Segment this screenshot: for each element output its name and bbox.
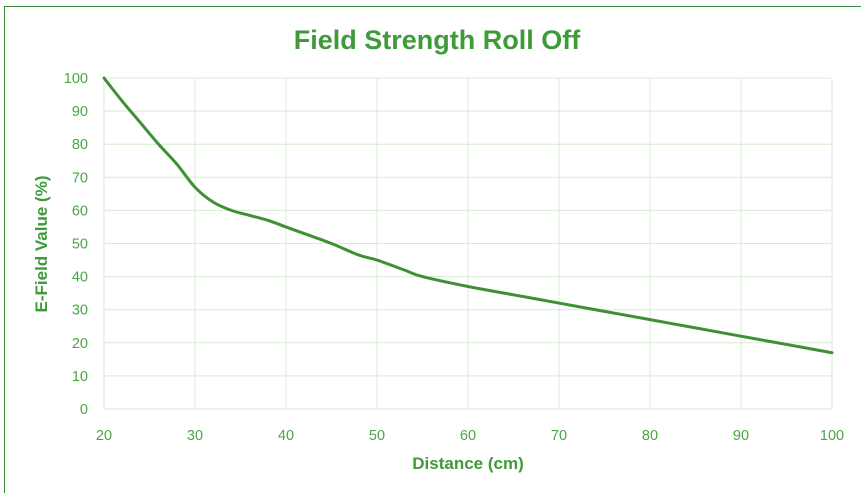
x-tick-label: 60 (460, 428, 476, 444)
y-tick-label: 90 (72, 104, 88, 120)
x-tick-label: 40 (278, 428, 294, 444)
y-tick-label: 10 (72, 369, 88, 385)
vertical-gridlines (103, 78, 833, 409)
y-tick-label: 70 (72, 170, 88, 186)
y-tick-label: 30 (72, 303, 88, 319)
y-tick-label: 40 (72, 270, 88, 286)
y-tick-label: 60 (72, 203, 88, 219)
y-tick-label: 50 (72, 237, 88, 253)
x-tick-label: 80 (642, 428, 658, 444)
series-group (102, 76, 834, 355)
x-tick-label: 20 (96, 428, 112, 444)
y-tick-label: 80 (72, 137, 88, 153)
chart-title: Field Strength Roll Off (294, 25, 581, 55)
chart-frame (4, 6, 861, 493)
y-axis-title: E-Field Value (%) (32, 176, 51, 313)
x-axis-title: Distance (cm) (412, 454, 523, 473)
y-tick-label: 20 (72, 336, 88, 352)
x-tick-label: 50 (369, 428, 385, 444)
series-line-0 (102, 76, 834, 355)
x-tick-label: 90 (733, 428, 749, 444)
y-tick-label: 0 (80, 402, 88, 418)
x-axis-ticks: 20 30 40 50 60 70 80 90 100 (96, 428, 844, 444)
x-tick-label: 70 (551, 428, 567, 444)
y-axis-ticks: 0 10 20 30 40 50 60 70 80 90 100 (64, 71, 88, 418)
y-tick-label: 100 (64, 71, 88, 87)
x-tick-label: 30 (187, 428, 203, 444)
x-tick-label: 100 (820, 428, 844, 444)
